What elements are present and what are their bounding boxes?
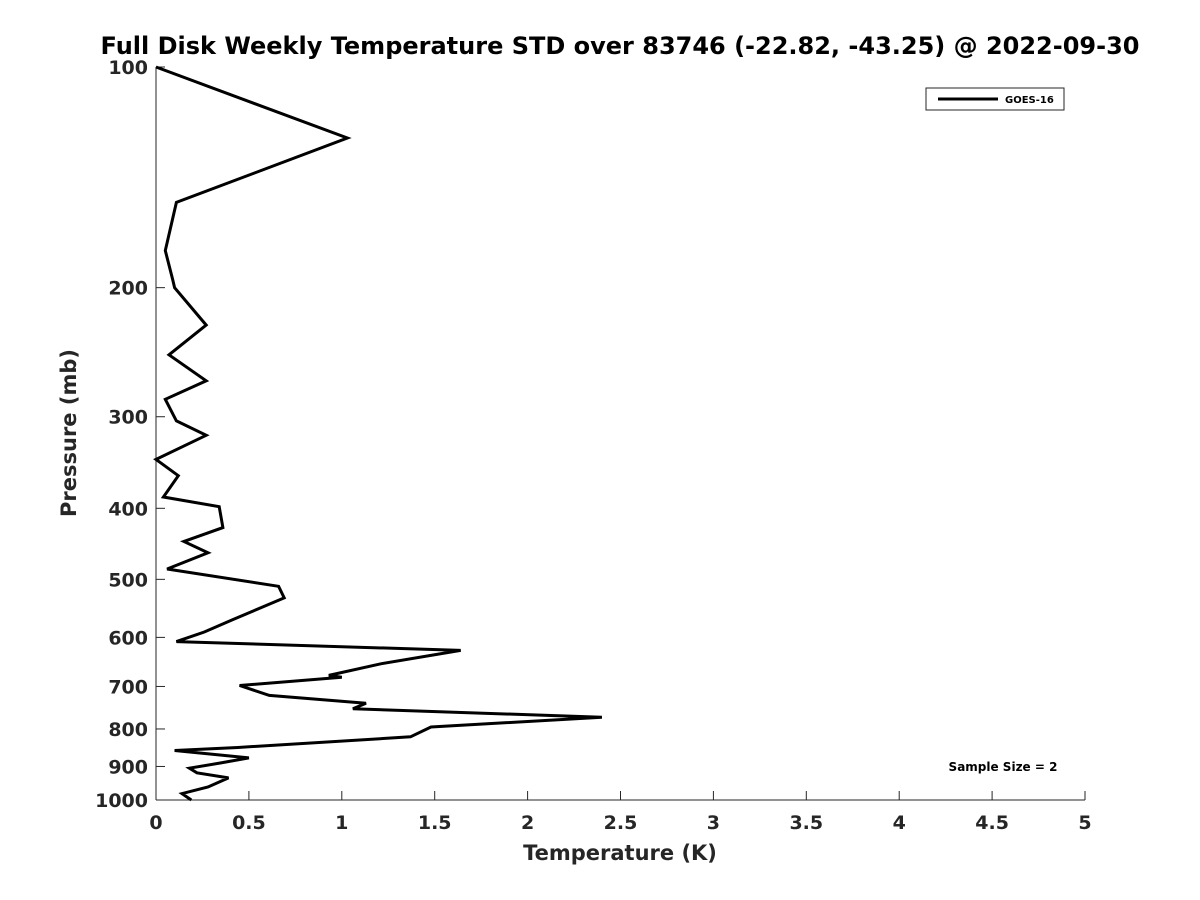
x-tick-label: 0.5 [232, 812, 266, 834]
x-tick-label: 1 [335, 812, 348, 834]
y-tick-label: 400 [108, 498, 148, 520]
x-tick-label: 3 [707, 812, 720, 834]
x-tick-label: 0 [149, 812, 162, 834]
legend: GOES-16 [925, 87, 1065, 111]
y-tick-label: 800 [108, 719, 148, 741]
y-axis-ticks: 100 200 300 400 500 600 700 800 900 1000 [95, 57, 165, 812]
legend-label-goes-16: GOES-16 [1005, 95, 1054, 106]
x-tick-label: 2 [521, 812, 534, 834]
x-tick-label: 5 [1078, 812, 1091, 834]
y-tick-label: 600 [108, 627, 148, 649]
series-layer [153, 65, 602, 802]
y-tick-label: 900 [108, 756, 148, 778]
sample-size-annotation: Sample Size = 2 [949, 760, 1058, 774]
y-tick-label: 500 [108, 569, 148, 591]
axes [155, 67, 1085, 801]
y-tick-label: 1000 [95, 790, 148, 812]
y-axis-label: Pressure (mb) [57, 349, 81, 517]
y-tick-label: 200 [108, 278, 148, 300]
x-axis-ticks: 0 0.5 1 1.5 2 2.5 3 3.5 4 4.5 5 [149, 791, 1092, 834]
x-tick-label: 4.5 [975, 812, 1009, 834]
y-tick-label: 100 [108, 57, 148, 79]
y-tick-label: 700 [108, 676, 148, 698]
x-axis-label: Temperature (K) [523, 841, 717, 865]
y-tick-label: 300 [108, 407, 148, 429]
x-tick-label: 3.5 [789, 812, 823, 834]
x-tick-label: 4 [893, 812, 906, 834]
x-tick-label: 1.5 [418, 812, 452, 834]
x-tick-label: 2.5 [604, 812, 638, 834]
chart-title: Full Disk Weekly Temperature STD over 83… [101, 32, 1140, 60]
series-line-goes-16 [153, 65, 602, 802]
